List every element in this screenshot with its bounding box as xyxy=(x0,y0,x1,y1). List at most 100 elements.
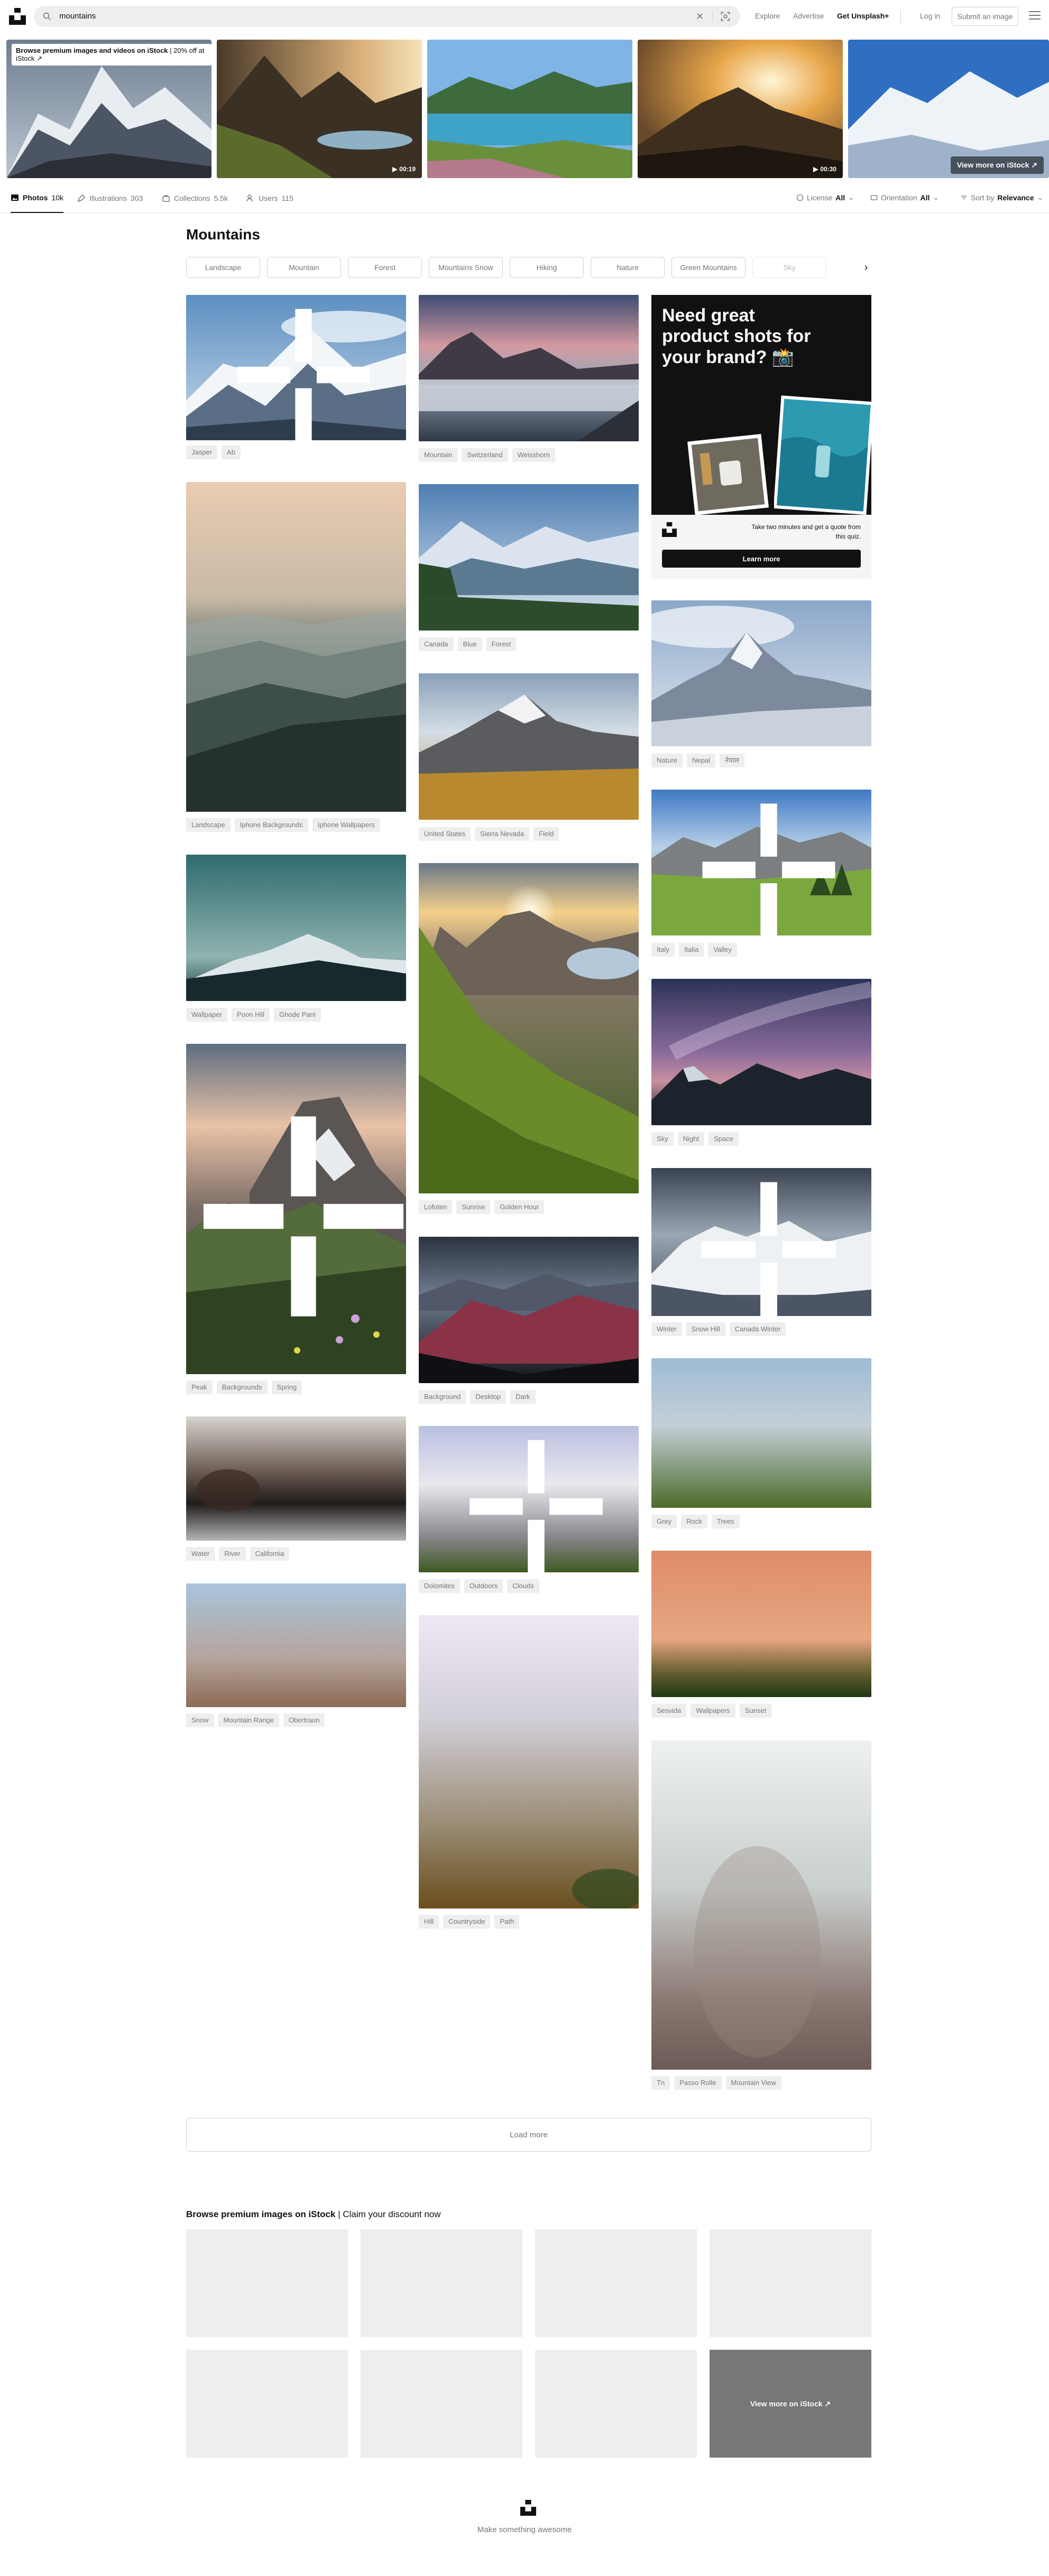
tag-chip[interactable]: River xyxy=(219,1547,246,1561)
visual-search-icon[interactable] xyxy=(720,11,731,22)
tag-chip[interactable]: Passo Rolle xyxy=(674,2076,722,2090)
photo-card[interactable] xyxy=(419,1237,639,1383)
learn-more-button[interactable]: Learn more xyxy=(662,550,861,568)
tag-chip[interactable]: Mountain View xyxy=(725,2076,781,2090)
sort-filter[interactable]: Sort by Relevance ⌄ xyxy=(960,193,1043,202)
tag-chip[interactable]: Jasper xyxy=(186,446,218,459)
photo-card[interactable] xyxy=(419,1615,639,1908)
premium-image-placeholder[interactable] xyxy=(361,2229,522,2337)
tag-chip[interactable]: Hill xyxy=(419,1915,439,1929)
unsplash-logo[interactable] xyxy=(8,8,26,25)
photo-card[interactable] xyxy=(651,1168,871,1316)
tag-chip[interactable]: Lofoten xyxy=(419,1200,453,1214)
tag-chip[interactable]: Outdoors xyxy=(464,1579,503,1593)
tag-chip[interactable]: Clouds xyxy=(507,1579,539,1593)
tag-chip[interactable]: Rock xyxy=(681,1515,707,1528)
tag-chip[interactable]: Sky xyxy=(651,1132,674,1146)
tag-chip[interactable]: Forest xyxy=(486,637,517,651)
tag-chip[interactable]: Trees xyxy=(711,1515,740,1528)
istock-image[interactable]: View more on iStock ↗ xyxy=(848,40,1049,178)
tag-chip[interactable]: United States xyxy=(419,827,471,841)
related-chip[interactable]: Mountains Snow xyxy=(429,257,503,278)
related-chip[interactable]: Green Mountains xyxy=(671,257,746,278)
tag-chip[interactable]: Dark xyxy=(510,1390,536,1404)
photo-card[interactable] xyxy=(651,1358,871,1508)
nav-advertise[interactable]: Advertise xyxy=(793,12,824,20)
tag-chip[interactable]: Path xyxy=(494,1915,520,1929)
tag-chip[interactable]: Italia xyxy=(678,943,704,957)
photo-card[interactable] xyxy=(186,1044,406,1374)
view-more-istock-button[interactable]: View more on iStock ↗ xyxy=(710,2350,871,2458)
tag-chip[interactable]: Sunrise xyxy=(456,1200,491,1214)
photo-card[interactable] xyxy=(186,295,406,440)
premium-image-placeholder[interactable] xyxy=(710,2229,871,2337)
photo-card[interactable] xyxy=(419,484,639,631)
tag-chip[interactable]: Iphone Wallpapers xyxy=(312,818,380,832)
search-icon[interactable] xyxy=(42,12,52,21)
tag-chip[interactable]: Blue xyxy=(457,637,482,651)
tag-chip[interactable]: Peak xyxy=(186,1380,213,1394)
photo-card[interactable] xyxy=(186,1583,406,1707)
tag-chip[interactable]: Obertraun xyxy=(283,1713,325,1727)
tag-chip[interactable]: Spring xyxy=(271,1380,302,1394)
photo-card[interactable] xyxy=(186,482,406,812)
license-filter[interactable]: License All ⌄ xyxy=(796,193,854,202)
tag-chip[interactable]: Sesvida xyxy=(651,1704,687,1718)
tag-chip[interactable]: Golden Hour xyxy=(494,1200,545,1214)
nav-explore[interactable]: Explore xyxy=(755,12,780,20)
tag-chip[interactable]: Mountain Range xyxy=(218,1713,279,1727)
istock-image[interactable] xyxy=(427,40,632,178)
tag-chip[interactable]: Desktop xyxy=(470,1390,507,1404)
photo-card[interactable] xyxy=(186,1416,406,1541)
istock-video[interactable]: ▶ 00:30 xyxy=(638,40,843,178)
premium-image-placeholder[interactable] xyxy=(186,2229,348,2337)
tag-chip[interactable]: Wallpaper xyxy=(186,1008,228,1022)
menu-icon[interactable] xyxy=(1029,11,1041,21)
advertisement[interactable]: Need great product shots for your brand?… xyxy=(651,295,871,579)
related-chip[interactable]: Landscape xyxy=(186,257,260,278)
tag-chip[interactable]: Night xyxy=(677,1132,705,1146)
photo-card[interactable] xyxy=(419,863,639,1193)
tag-chip[interactable]: नेपाल xyxy=(720,754,744,767)
login-link[interactable]: Log in xyxy=(920,12,941,20)
nav-get-unsplash-plus[interactable]: Get Unsplash+ xyxy=(837,12,889,20)
tag-chip[interactable]: Sierra Nevada xyxy=(475,827,530,841)
tag-chip[interactable]: Field xyxy=(533,827,559,841)
photo-card[interactable] xyxy=(186,855,406,1001)
tab-collections[interactable]: Collections 5.5k xyxy=(162,183,228,213)
tag-chip[interactable]: Background xyxy=(419,1390,466,1404)
tag-chip[interactable]: Italy xyxy=(651,943,675,957)
tag-chip[interactable]: Switzerland xyxy=(462,448,508,462)
tag-chip[interactable]: Landscape xyxy=(186,818,231,832)
submit-image-button[interactable]: Submit an image xyxy=(952,7,1018,26)
photo-card[interactable] xyxy=(419,1426,639,1572)
tag-chip[interactable]: Nature xyxy=(651,754,683,767)
orientation-filter[interactable]: Orientation All ⌄ xyxy=(870,193,939,202)
tag-chip[interactable]: Snow xyxy=(186,1713,214,1727)
premium-image-placeholder[interactable] xyxy=(535,2350,697,2458)
tag-chip[interactable]: Grey xyxy=(651,1515,677,1528)
tag-chip[interactable]: Dolomites xyxy=(419,1579,460,1593)
tag-chip[interactable]: Countryside xyxy=(443,1915,491,1929)
tag-chip[interactable]: Space xyxy=(708,1132,739,1146)
photo-card[interactable] xyxy=(651,979,871,1125)
photo-card[interactable] xyxy=(651,790,871,935)
load-more-button[interactable]: Load more xyxy=(186,2118,871,2152)
photo-card[interactable] xyxy=(651,1740,871,2070)
related-chip[interactable]: Forest xyxy=(348,257,422,278)
premium-image-placeholder[interactable] xyxy=(535,2229,697,2337)
istock-banner[interactable]: Browse premium images and videos on iSto… xyxy=(12,44,211,66)
photo-card[interactable] xyxy=(419,673,639,820)
tag-chip[interactable]: Ghode Pani xyxy=(274,1008,321,1022)
tag-chip[interactable]: Canada xyxy=(419,637,454,651)
search-input[interactable]: mountains xyxy=(59,12,96,21)
tag-chip[interactable]: Wallpapers xyxy=(691,1704,735,1718)
istock-image[interactable]: Browse premium images and videos on iSto… xyxy=(6,40,211,178)
tag-chip[interactable]: Canada Winter xyxy=(729,1322,786,1336)
tab-illustrations[interactable]: Illustrations 303 xyxy=(77,183,143,213)
tag-chip[interactable]: Backgrounds xyxy=(216,1380,268,1394)
tag-chip[interactable]: Valley xyxy=(708,943,737,957)
unsplash-logo[interactable] xyxy=(520,2500,537,2516)
search-bar[interactable]: mountains ✕ xyxy=(34,6,740,27)
view-more-istock-link[interactable]: View more on iStock ↗ xyxy=(950,156,1044,174)
